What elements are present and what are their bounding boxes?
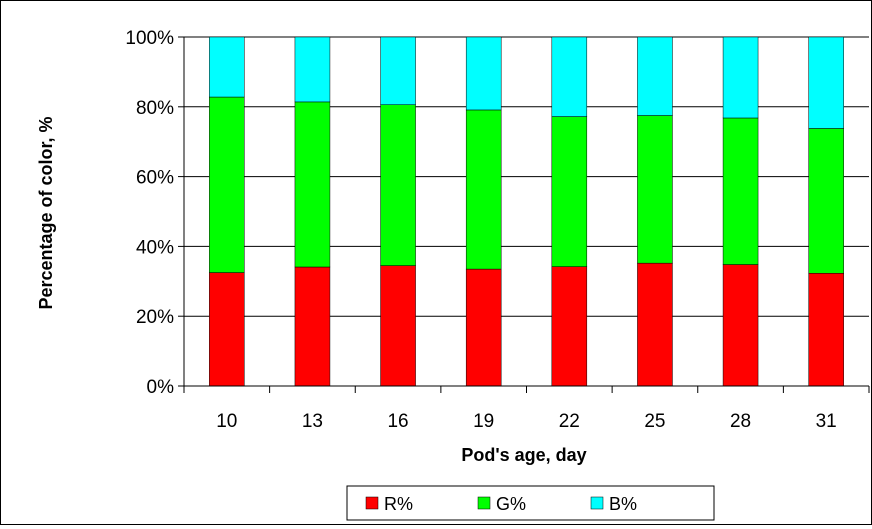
bar-segment-r — [465, 268, 502, 387]
bar-segment-g — [808, 128, 844, 274]
bar-segment-b — [722, 36, 759, 119]
bar-segment-b — [808, 36, 844, 129]
bar-segment-b — [380, 36, 416, 105]
legend-label: B% — [609, 494, 637, 514]
legend-label: R% — [384, 494, 413, 514]
bar-segment-g — [465, 109, 502, 270]
bar-segment-g — [551, 116, 588, 267]
x-tick-label: 28 — [730, 411, 751, 432]
bar-segment-b — [637, 36, 673, 116]
x-tick-label: 10 — [216, 411, 237, 432]
bar-segment-g — [294, 101, 331, 268]
legend-swatch — [477, 496, 491, 510]
y-tick-label: 100% — [125, 28, 174, 49]
bar-segment-b — [551, 36, 588, 117]
bar-segment-r — [294, 266, 331, 387]
legend: R% G% B% — [346, 485, 715, 521]
x-tick-label: 13 — [302, 411, 323, 432]
y-tick-label: 60% — [136, 168, 174, 189]
x-axis-title: Pod's age, day — [461, 445, 586, 465]
legend-box — [346, 485, 715, 521]
bar-segment-r — [808, 273, 844, 387]
y-axis-title: Percentage of color, % — [36, 116, 56, 309]
y-tick-label: 20% — [136, 307, 174, 328]
bar-segment-r — [551, 266, 588, 387]
bar-segment-b — [465, 36, 502, 111]
bar-segment-g — [722, 117, 759, 265]
legend-swatch — [590, 496, 604, 510]
bar-segment-r — [637, 262, 673, 387]
x-tick-label: 19 — [473, 411, 494, 432]
bar-segment-b — [294, 36, 331, 103]
x-tick-label: 25 — [644, 411, 665, 432]
bar-segment-r — [209, 272, 245, 387]
y-tick-label: 40% — [136, 237, 174, 258]
y-tick-label: 0% — [147, 377, 175, 398]
x-tick-label: 31 — [816, 411, 837, 432]
bar-segment-r — [722, 264, 759, 387]
bar-segment-r — [380, 265, 416, 387]
bar-segment-g — [209, 96, 245, 273]
legend-label: G% — [496, 494, 526, 514]
x-tick-label: 16 — [387, 411, 408, 432]
y-tick-label: 80% — [136, 98, 174, 119]
legend-swatch — [365, 496, 379, 510]
bar-segment-b — [209, 36, 245, 98]
bar-segment-g — [637, 115, 673, 264]
x-tick-label: 22 — [559, 411, 580, 432]
bar-segment-g — [380, 104, 416, 266]
